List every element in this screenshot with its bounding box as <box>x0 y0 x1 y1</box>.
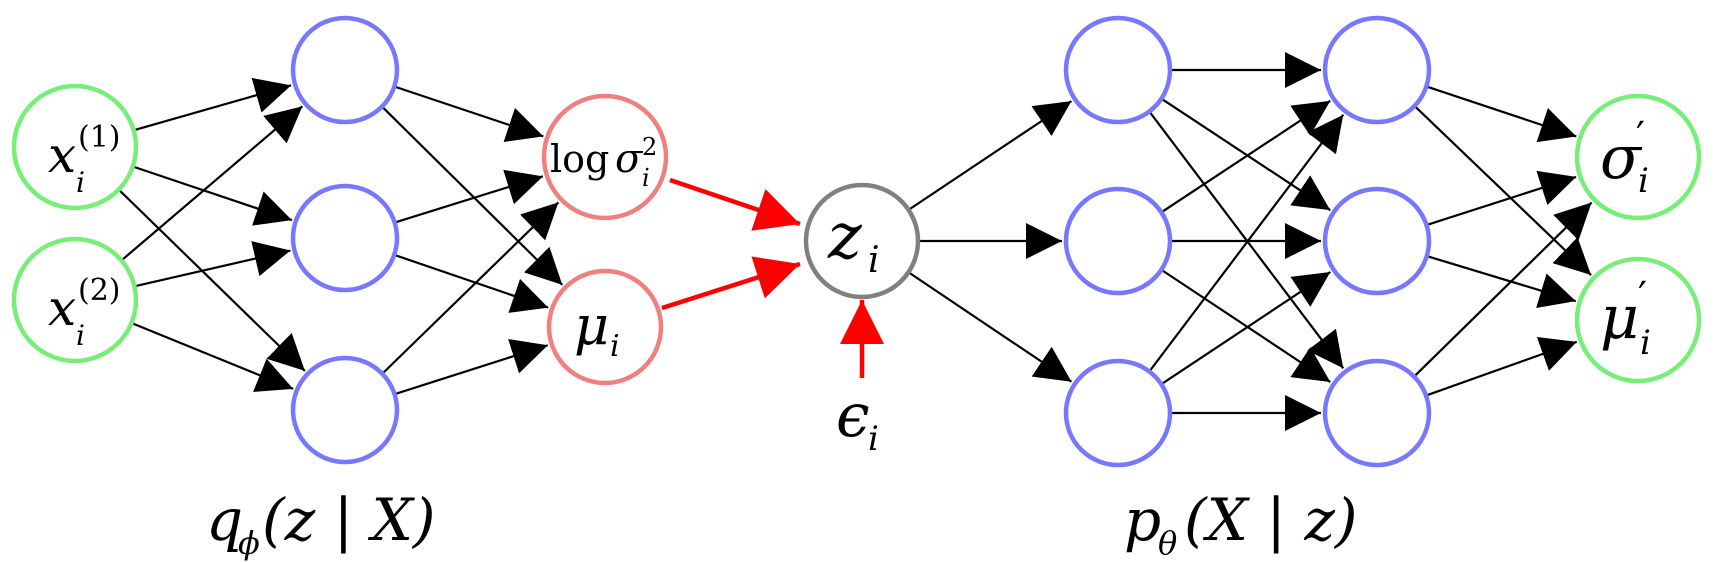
encoder-hidden-node-3 <box>290 355 400 465</box>
reparameterization-edges <box>661 177 884 378</box>
decoder-hidden1-node-3 <box>1063 358 1173 468</box>
decoder-hidden2-node-3 <box>1322 358 1432 468</box>
network-edge <box>1413 105 1592 276</box>
input-label-x2-sup: (2) <box>78 273 121 308</box>
network-edge <box>381 105 564 286</box>
network-edge <box>1160 99 1331 214</box>
decoder-hidden2-node-1 <box>1322 15 1432 125</box>
network-edge <box>1160 97 1331 212</box>
log-variance-prefix: log <box>550 137 609 181</box>
input-label-x1: x <box>48 126 76 184</box>
encoder-label-q: q <box>206 486 243 554</box>
latent-label-sub: i <box>868 240 880 281</box>
network-edge <box>120 105 304 262</box>
encoder-label-args: (z | X) <box>262 486 436 554</box>
output-label-sigma-prime: ′ <box>1636 114 1645 160</box>
decoder-label-p: p <box>1124 486 1161 554</box>
output-label-mu-sub: i <box>1640 323 1651 363</box>
network-edges <box>117 52 1593 431</box>
decoder-hidden1-node-1 <box>1063 15 1173 125</box>
input-label-x2-sub: i <box>76 319 85 352</box>
input-label-x1-sup: (1) <box>78 120 121 155</box>
network-edge <box>394 339 549 396</box>
mean-label-base: μ <box>574 294 609 357</box>
encoder-label-sub: ϕ <box>238 524 260 562</box>
input-label-x2: x <box>48 279 76 337</box>
log-variance-sup: 2 <box>642 133 657 161</box>
network-edge <box>394 169 544 224</box>
noise-label-sub: i <box>868 419 879 459</box>
decoder-hidden1-node-2 <box>1063 186 1173 296</box>
network-edge <box>1413 201 1593 378</box>
network-edge <box>907 271 1073 383</box>
decoder-label-sub: θ <box>1158 524 1177 562</box>
input-node-x2 <box>11 236 139 364</box>
output-node-mu-prime <box>1574 256 1702 384</box>
network-edge <box>1425 336 1578 397</box>
network-edge <box>1160 268 1331 383</box>
output-label-mu-prime: ′ <box>1638 274 1647 320</box>
network-edge <box>1426 170 1577 227</box>
output-label-sigma-sub: i <box>1638 161 1649 201</box>
mean-label-sub: i <box>610 329 620 364</box>
log-variance-node <box>541 93 669 221</box>
network-edge <box>1426 255 1577 308</box>
mean-node <box>546 268 664 386</box>
network-edge <box>1160 271 1331 386</box>
log-variance-sub: i <box>642 164 650 192</box>
network-edge <box>393 253 549 313</box>
decoder-hidden2-node-2 <box>1322 186 1432 296</box>
input-label-x1-sub: i <box>76 166 85 199</box>
input-node-x1 <box>11 83 139 211</box>
network-edge <box>393 85 544 143</box>
output-label-sigma-base: σ <box>1600 123 1643 193</box>
noise-label-base: ϵ <box>836 381 870 451</box>
encoder-hidden-node-2 <box>290 183 400 293</box>
network-edge <box>117 188 306 372</box>
network-edge <box>131 321 294 392</box>
network-edge <box>1148 114 1345 373</box>
output-label-mu-base: μ <box>1600 283 1639 353</box>
network-edge <box>381 201 560 375</box>
latent-label-base: z <box>827 200 863 274</box>
network-edge <box>132 165 293 226</box>
latent-node-z <box>803 182 921 300</box>
edge-logvar-to-z <box>669 177 801 231</box>
encoder-hidden-node-1 <box>290 15 400 125</box>
network-edge <box>907 100 1073 211</box>
network-edge <box>134 241 291 288</box>
network-edge <box>133 77 292 132</box>
decoder-label-args: (X | z) <box>1184 486 1358 554</box>
log-variance-base: σ <box>615 136 644 182</box>
network-edge <box>1425 85 1577 143</box>
output-node-sigma-prime <box>1574 93 1702 221</box>
edge-mu-to-z <box>661 256 801 311</box>
